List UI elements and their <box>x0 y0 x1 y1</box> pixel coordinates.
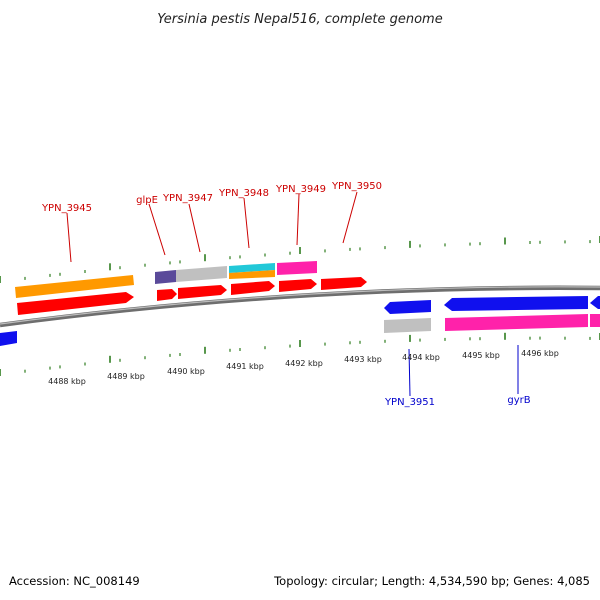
kbp-label: 4490 kbp <box>167 367 205 376</box>
gene-feature-purple[interactable] <box>155 270 176 284</box>
gene-labels-bottom: YPN_3951 gyrB <box>384 395 531 408</box>
gene-arrow-glpe[interactable] <box>157 289 177 301</box>
gene-label-ypn3951[interactable]: YPN_3951 <box>384 397 435 408</box>
gene-label-ypn3949[interactable]: YPN_3949 <box>275 184 326 195</box>
gene-feature-gray-inner[interactable] <box>384 318 431 333</box>
gene-label-ypn3950[interactable]: YPN_3950 <box>331 181 382 192</box>
gene-arrow-blue-right[interactable] <box>590 296 600 309</box>
gene-arrow-ypn3950[interactable] <box>321 277 367 290</box>
feature-row-red <box>17 277 367 315</box>
kbp-label: 4488 kbp <box>48 377 86 386</box>
gene-arrow-gyrb[interactable] <box>444 296 588 311</box>
gene-label-glpe[interactable]: glpE <box>136 195 158 206</box>
gene-feature-magenta-right[interactable] <box>590 314 600 327</box>
gene-arrow-ypn3948[interactable] <box>231 281 275 295</box>
gene-label-ypn3947[interactable]: YPN_3947 <box>162 193 213 204</box>
gene-label-ypn3945[interactable]: YPN_3945 <box>41 203 92 214</box>
gene-feature-orange[interactable] <box>15 275 134 298</box>
label-leaders-top <box>66 191 358 263</box>
kbp-label: 4492 kbp <box>285 359 323 368</box>
genome-backbone-highlight <box>0 286 600 325</box>
kbp-label: 4489 kbp <box>107 372 145 381</box>
gene-feature-magenta[interactable] <box>277 261 317 275</box>
kbp-label: 4493 kbp <box>344 355 382 364</box>
gene-feature-cyan[interactable] <box>229 263 275 273</box>
feature-row-outer <box>15 261 317 298</box>
kbp-label: 4495 kbp <box>462 351 500 360</box>
inner-scale-ticks <box>0 332 600 376</box>
genome-title: Yersinia pestis Nepal516, complete genom… <box>157 12 442 27</box>
gene-labels-top: YPN_3945 glpE YPN_3947 YPN_3948 YPN_3949… <box>41 181 382 214</box>
feature-row-inner <box>0 296 600 346</box>
gene-arrow-ypn3947[interactable] <box>178 285 227 299</box>
gene-arrow-blue-left[interactable] <box>0 331 17 346</box>
kbp-label: 4491 kbp <box>226 362 264 371</box>
kbp-label: 4494 kbp <box>402 353 440 362</box>
gene-arrow-ypn3951[interactable] <box>384 300 431 314</box>
kbp-labels: 4488 kbp 4489 kbp 4490 kbp 4491 kbp 4492… <box>48 349 559 386</box>
kbp-label: 4496 kbp <box>521 349 559 358</box>
gene-feature-gray[interactable] <box>176 266 227 282</box>
gene-label-ypn3948[interactable]: YPN_3948 <box>218 188 269 199</box>
accession-text: Accession: NC_008149 <box>9 574 140 588</box>
genome-summary-text: Topology: circular; Length: 4,534,590 bp… <box>273 574 590 588</box>
gene-feature-magenta-inner[interactable] <box>445 314 588 331</box>
label-leaders-bottom <box>408 345 519 397</box>
gene-label-gyrb[interactable]: gyrB <box>507 395 530 406</box>
gene-arrow-ypn3945[interactable] <box>17 292 134 315</box>
gene-arrow-ypn3949[interactable] <box>279 279 317 292</box>
genome-backbone <box>0 285 600 328</box>
gene-feature-orange-2[interactable] <box>229 270 275 279</box>
outer-scale-ticks <box>0 236 600 283</box>
